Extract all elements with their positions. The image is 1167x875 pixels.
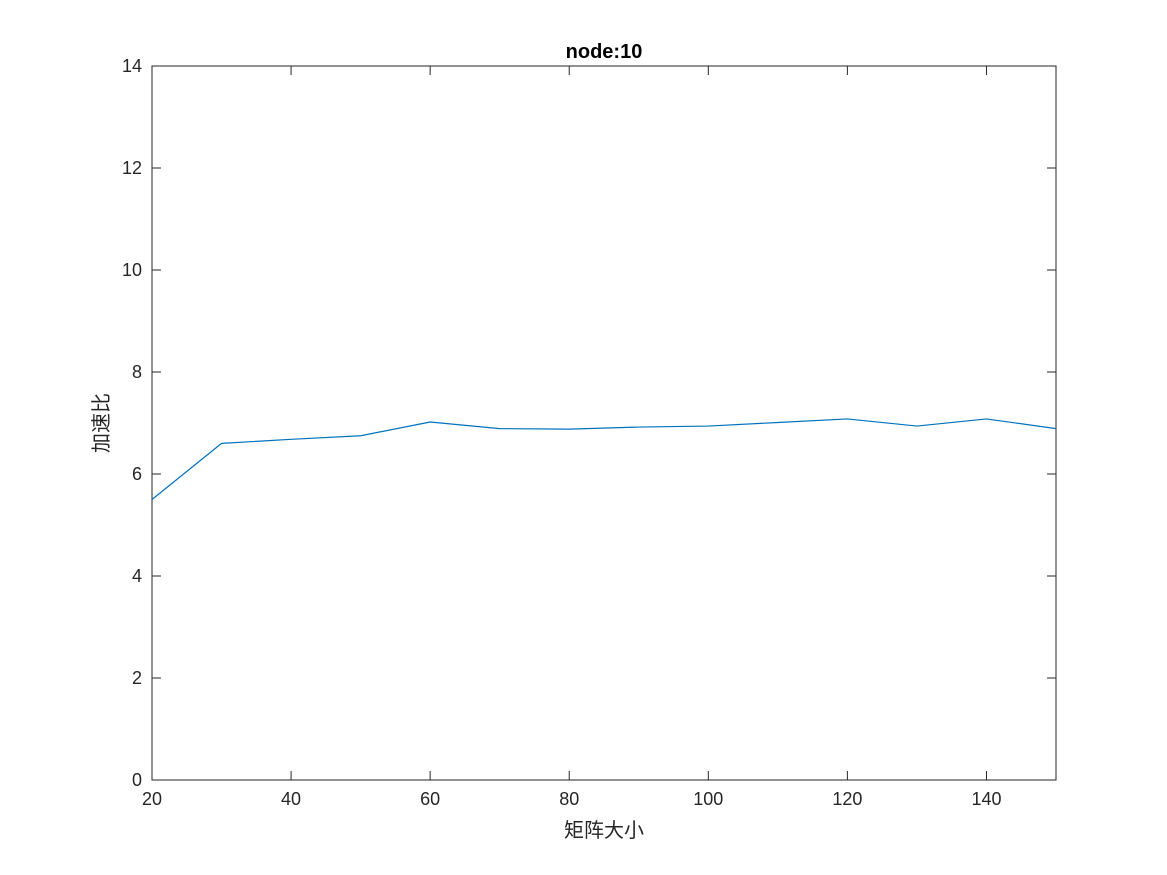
axes-box — [151, 65, 1057, 781]
data-point — [637, 426, 640, 429]
data-point — [707, 425, 710, 428]
data-point — [776, 421, 779, 424]
data-point — [985, 417, 988, 420]
y-tick-label: 14 — [122, 56, 142, 76]
x-tick-label: 140 — [971, 789, 1001, 809]
y-tick-label: 4 — [132, 566, 142, 586]
data-point — [290, 438, 293, 441]
data-point — [220, 442, 223, 445]
y-tick-label: 0 — [132, 770, 142, 790]
x-tick-label: 20 — [142, 789, 162, 809]
series-line — [151, 418, 1057, 500]
x-tick-label: 40 — [281, 789, 301, 809]
data-point — [846, 417, 849, 420]
x-tick-label: 100 — [693, 789, 723, 809]
data-point — [1055, 427, 1058, 430]
data-point — [151, 498, 154, 501]
chart-title: node:10 — [566, 41, 643, 63]
x-tick-label: 120 — [832, 789, 862, 809]
y-tick-label: 10 — [122, 260, 142, 280]
x-tick-label: 80 — [559, 789, 579, 809]
plot-area: 20 40 60 80 100 120 140 0 2 4 6 8 10 12 14 — [122, 56, 1058, 809]
y-tick-label: 12 — [122, 158, 142, 178]
y-tick-label: 8 — [132, 362, 142, 382]
y-tick-label: 6 — [132, 464, 142, 484]
data-point — [568, 428, 571, 431]
data-point — [359, 434, 362, 437]
data-point — [915, 425, 918, 428]
data-point — [429, 420, 432, 423]
y-axis-label: 加速比 — [89, 393, 113, 453]
x-tick-label: 60 — [420, 789, 440, 809]
y-tick-label: 2 — [132, 668, 142, 688]
data-point — [498, 427, 501, 430]
x-axis-label: 矩阵大小 — [564, 818, 644, 842]
